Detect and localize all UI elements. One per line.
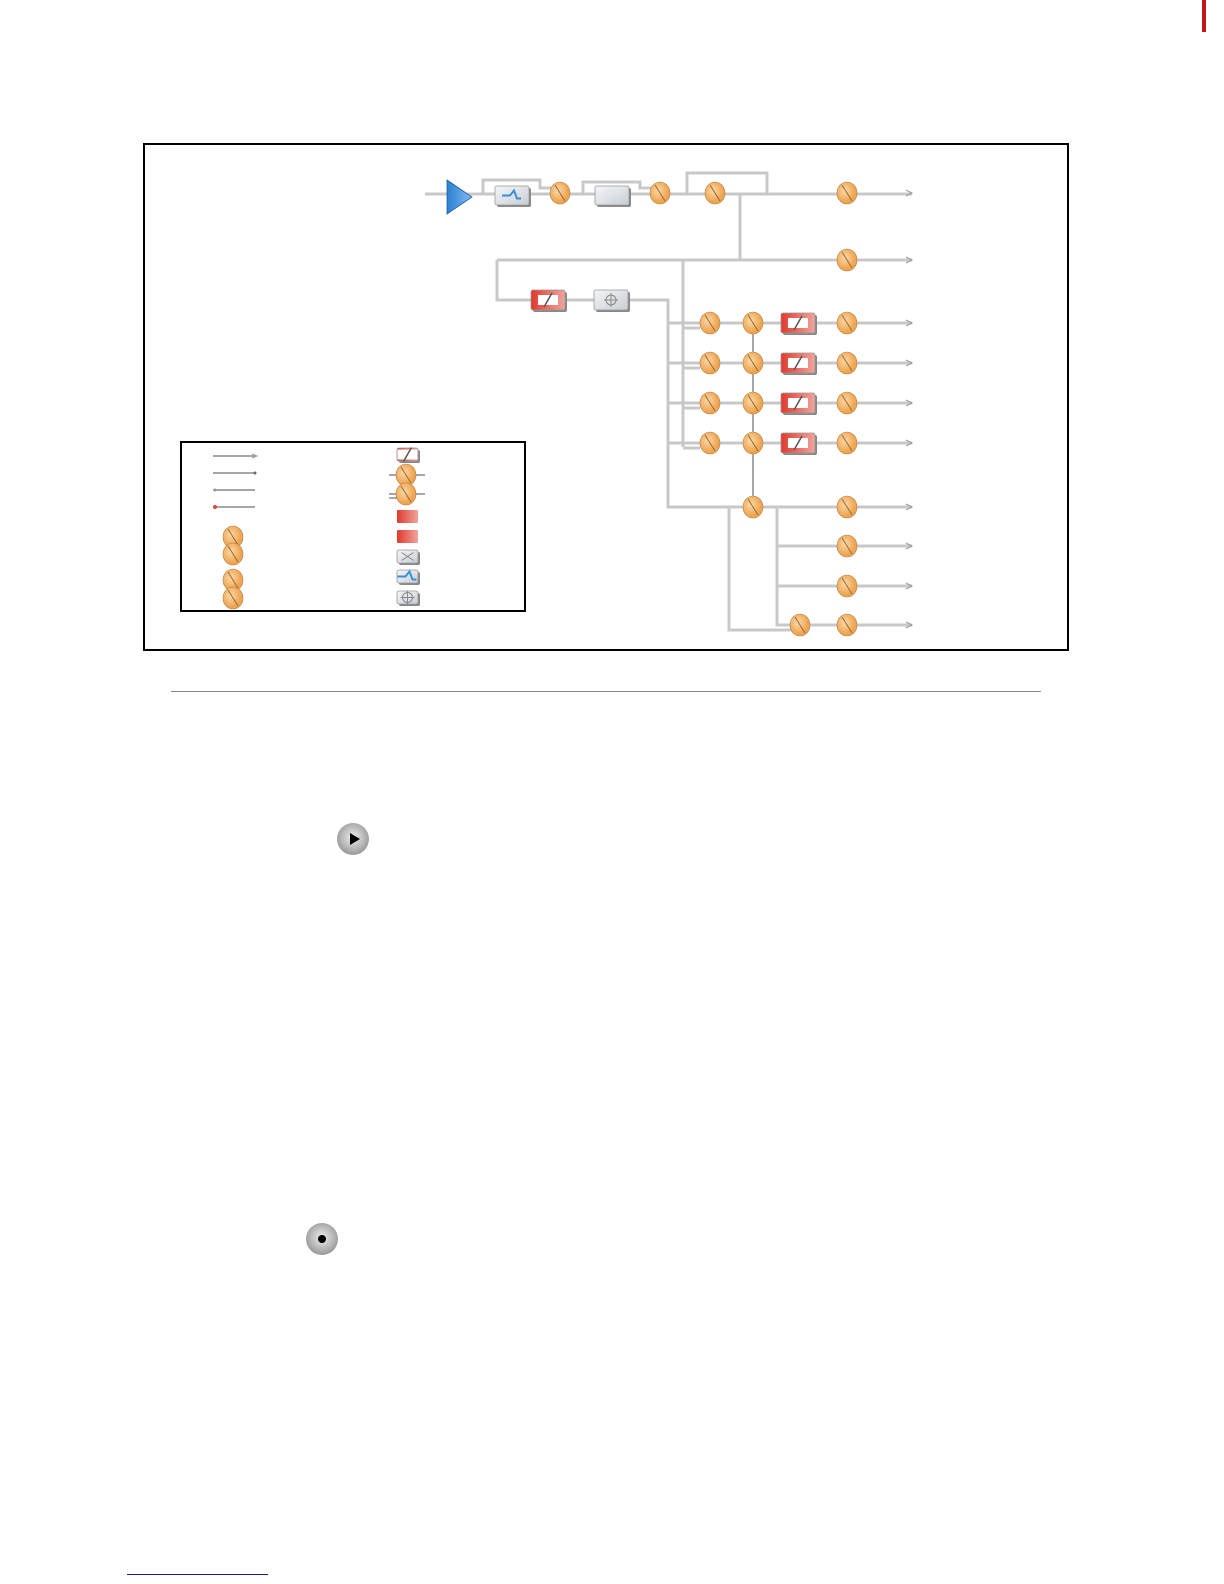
filter-block-icon xyxy=(494,185,530,206)
arrow-output-icon xyxy=(905,542,914,550)
node-slash xyxy=(794,616,806,634)
node-slash xyxy=(400,485,412,503)
crosshair-lines xyxy=(400,590,415,605)
node-slash xyxy=(841,354,853,372)
signal-line xyxy=(581,180,660,194)
node-slash xyxy=(841,314,853,332)
node-slash xyxy=(841,577,853,595)
node-slash xyxy=(704,394,716,412)
signal-flow-diagram xyxy=(180,171,914,637)
play-icon[interactable] xyxy=(337,823,369,855)
attenuator-slash xyxy=(793,395,803,411)
crosshair-lines xyxy=(604,293,618,307)
node-slash xyxy=(747,434,759,452)
filter-curve xyxy=(502,188,521,200)
attenuator-slash xyxy=(543,292,553,308)
page-edge-marker xyxy=(1202,0,1206,32)
node-slash xyxy=(654,184,666,202)
node-slash xyxy=(747,498,759,516)
node-slash xyxy=(747,354,759,372)
node-slash xyxy=(227,589,239,607)
legend-red-dot-icon xyxy=(213,505,217,509)
arrow-output-icon xyxy=(905,319,914,327)
node-slash xyxy=(841,434,853,452)
arrow-output-icon xyxy=(905,621,914,629)
node-slash xyxy=(400,466,412,484)
node-slash xyxy=(704,314,716,332)
signal-line xyxy=(495,260,531,302)
legend-red-block-icon xyxy=(397,510,418,523)
arrow-output-icon xyxy=(905,399,914,407)
node-slash xyxy=(841,616,853,634)
arrow-output-icon xyxy=(905,256,914,264)
arrow-output-icon xyxy=(905,582,914,590)
signal-flow-diagram-frame xyxy=(143,143,1069,651)
signal-line xyxy=(727,507,800,632)
node-slash xyxy=(841,251,853,269)
legend-dot-icon xyxy=(253,471,257,475)
node-slash xyxy=(227,528,239,546)
legend-red-block-output-icon xyxy=(397,530,418,543)
node-slash xyxy=(841,498,853,516)
attenuator-slash xyxy=(793,435,803,451)
node-slash xyxy=(841,537,853,555)
crossover-lines xyxy=(401,552,414,561)
node-slash xyxy=(747,394,759,412)
node-slash xyxy=(704,354,716,372)
attenuator-slash xyxy=(793,315,803,331)
record-icon[interactable] xyxy=(306,1223,338,1255)
node-slash xyxy=(554,184,566,202)
node-slash xyxy=(747,314,759,332)
node-slash xyxy=(704,434,716,452)
arrow-output-icon xyxy=(905,439,914,447)
node-slash xyxy=(709,184,721,202)
section-divider xyxy=(171,691,1041,692)
signal-line xyxy=(775,507,912,627)
legend-input-icon xyxy=(213,488,217,492)
signal-line xyxy=(685,171,769,194)
footnote-separator xyxy=(127,1574,268,1575)
filter-curve xyxy=(397,569,417,581)
signal-line xyxy=(481,178,560,194)
legend-arrow-icon xyxy=(251,453,259,459)
plain-block-icon xyxy=(594,185,630,206)
attenuator-slash xyxy=(793,355,803,371)
arrow-output-icon xyxy=(905,503,914,511)
arrow-output-icon xyxy=(905,359,914,367)
node-slash xyxy=(227,571,239,589)
amplifier-icon xyxy=(446,179,473,215)
arrow-output-icon xyxy=(905,189,914,197)
attenuator-slash xyxy=(402,447,413,462)
node-slash xyxy=(841,394,853,412)
node-slash xyxy=(841,184,853,202)
node-slash xyxy=(227,545,239,563)
